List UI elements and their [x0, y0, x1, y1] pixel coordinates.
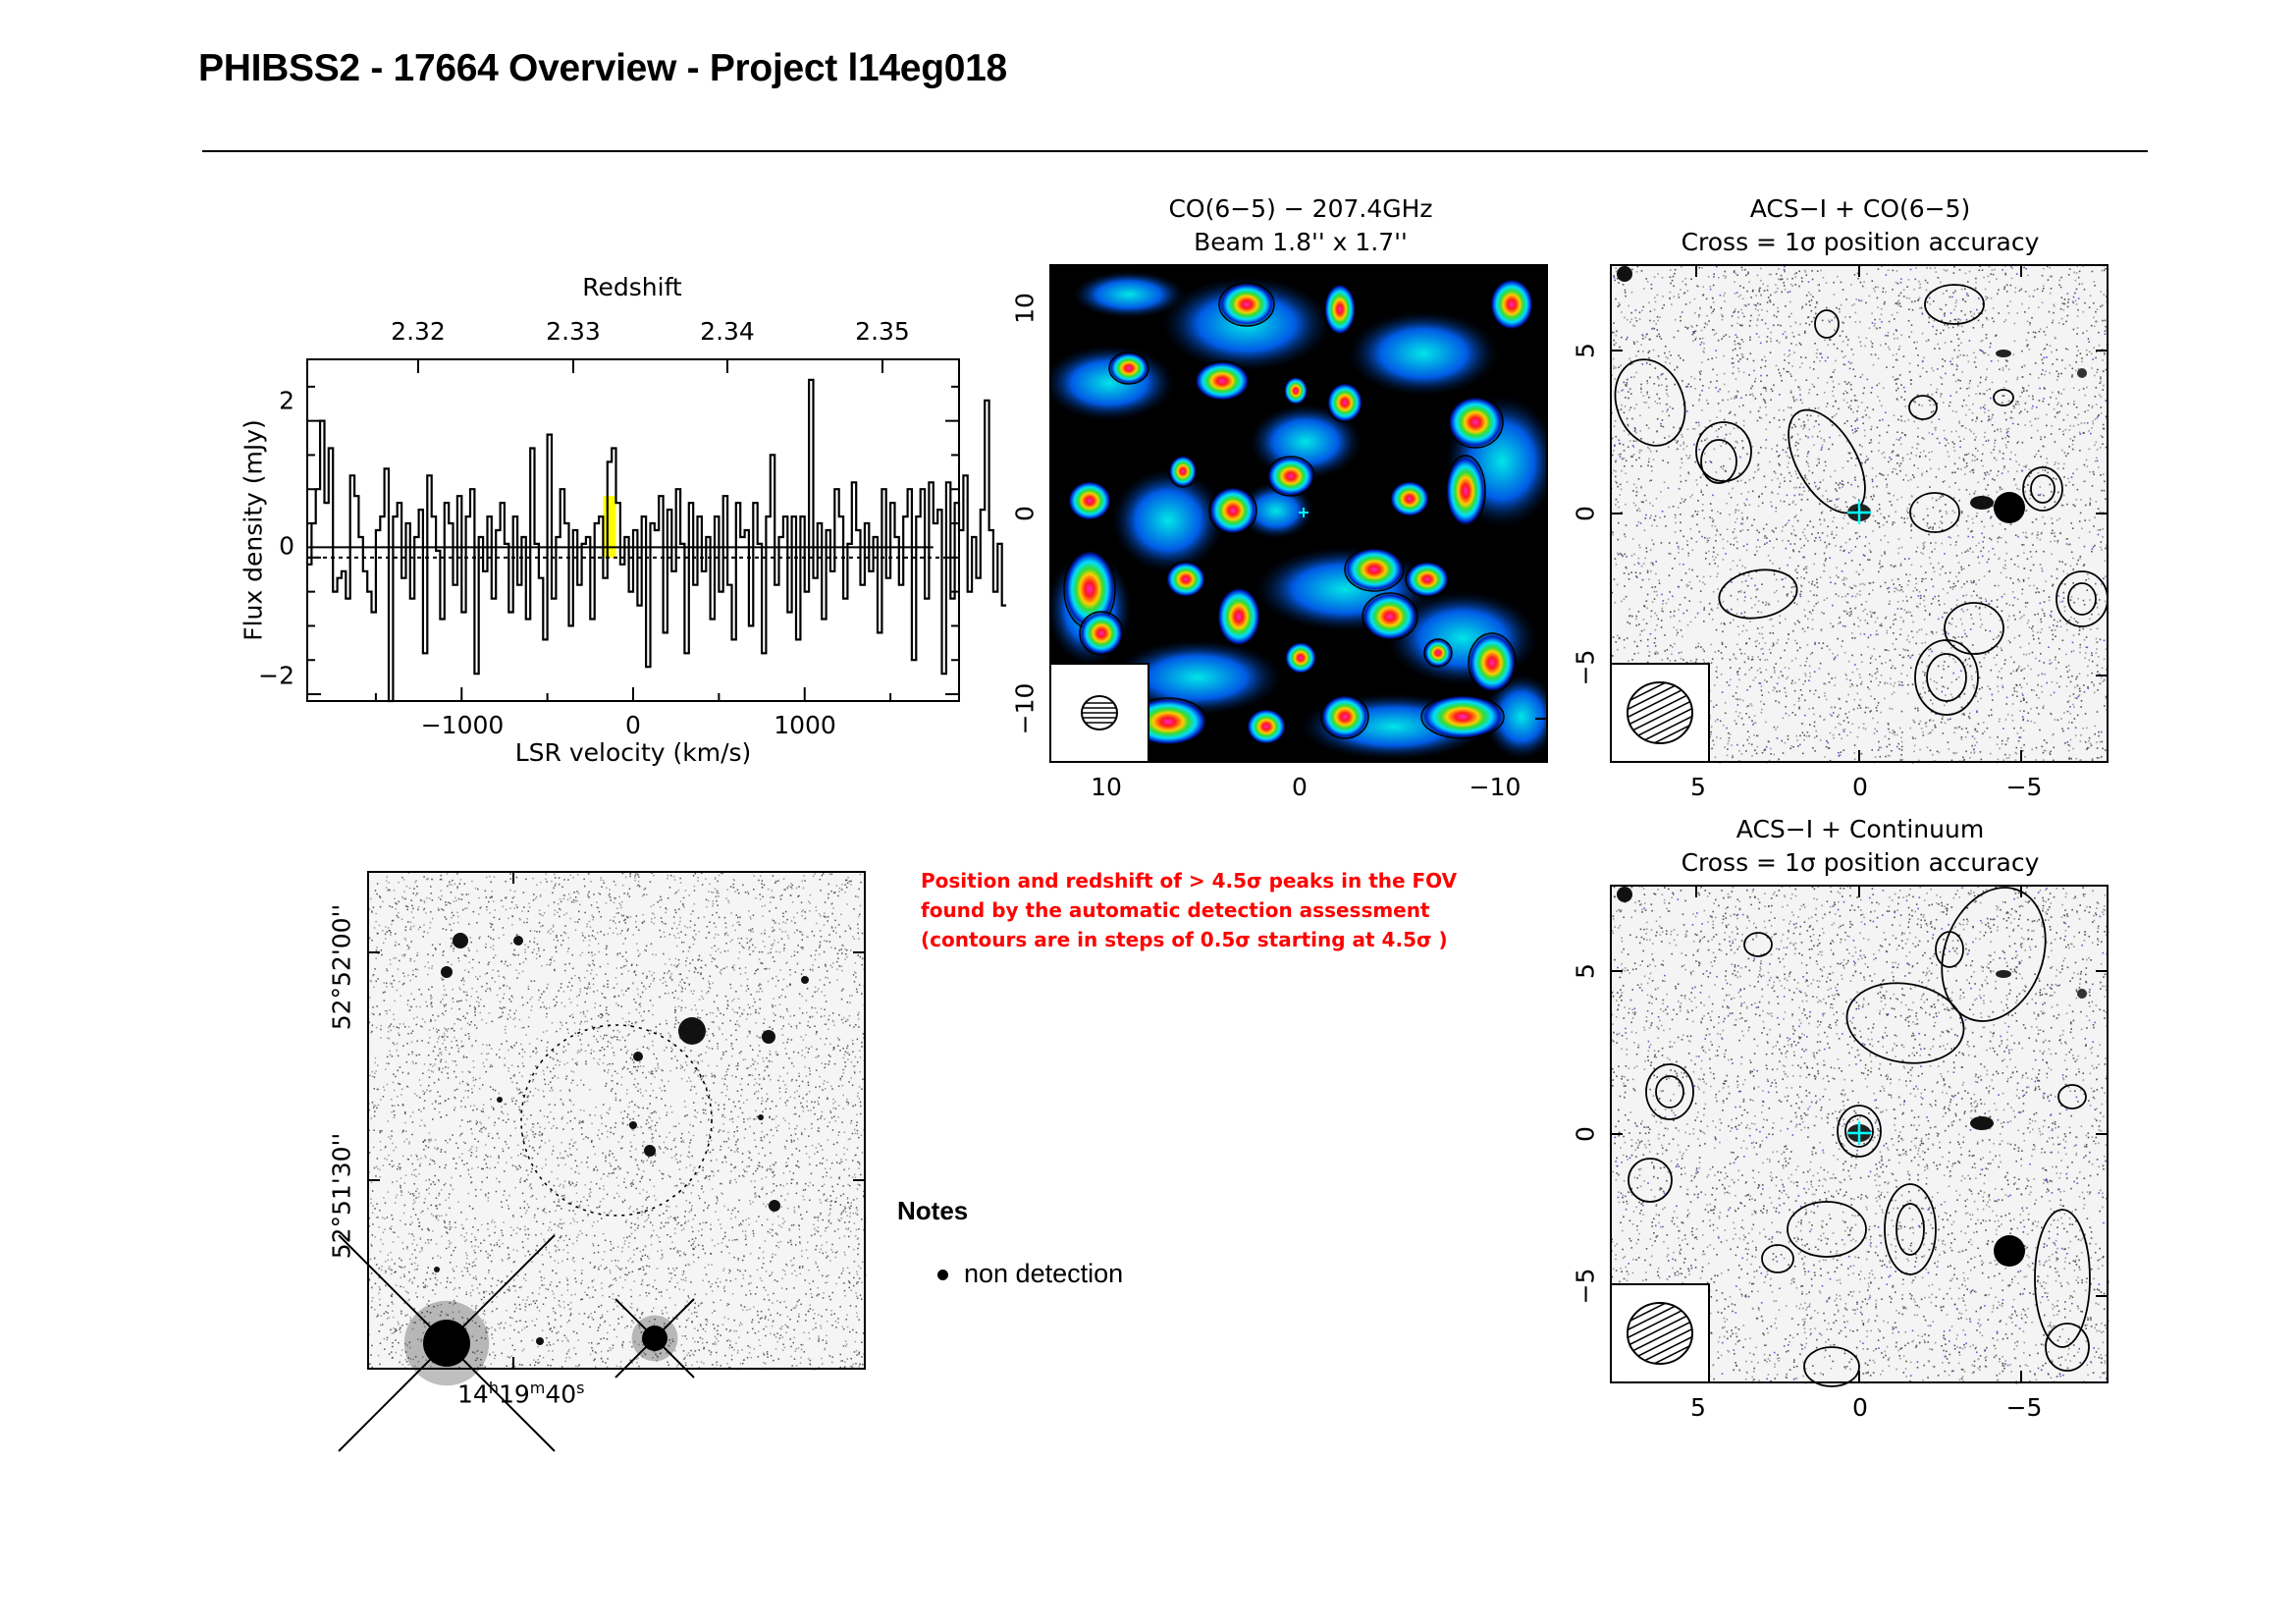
- spectrum-line: [307, 378, 1007, 703]
- acs-co-x-tick: 0: [1852, 773, 1868, 801]
- galaxies: [434, 933, 809, 1345]
- co-intensity-map: [1049, 264, 1548, 763]
- redshift-tick: 2.32: [391, 317, 446, 346]
- detection-note-line: found by the automatic detection assessm…: [921, 898, 1430, 922]
- axis-ticks: [368, 872, 865, 1369]
- co-map-title: CO(6−5) − 207.4GHz: [1168, 194, 1433, 223]
- co-y-tick: 10: [1010, 293, 1040, 324]
- notes-item-text: non detection: [964, 1259, 1124, 1288]
- galaxies: [1617, 266, 2087, 523]
- position-cross-icon: [1847, 501, 1871, 524]
- finder-chart-image: [338, 871, 867, 1452]
- flux-tick: 0: [279, 531, 294, 561]
- page-title: PHIBSS2 - 17664 Overview - Project l14eg…: [198, 47, 1007, 89]
- velocity-tick: 1000: [774, 711, 836, 739]
- co-y-tick: −10: [1010, 682, 1040, 735]
- acs-co-x-tick: −5: [2005, 773, 2043, 801]
- redshift-axis-title: Redshift: [582, 273, 682, 301]
- star-icon: [614, 1298, 695, 1379]
- co-x-tick: 0: [1292, 773, 1308, 801]
- bullet-dot-icon: [937, 1270, 948, 1281]
- co-x-tick: −10: [1468, 773, 1522, 801]
- galaxies: [1617, 887, 2087, 1267]
- ra-seconds-unit: s: [576, 1379, 585, 1397]
- velocity-tick: −1000: [420, 711, 505, 739]
- dec-tick: 52°52'00'': [327, 903, 356, 1031]
- acs-co-x-tick: 5: [1690, 773, 1706, 801]
- ra-seconds: 40: [545, 1380, 577, 1409]
- line-highlight: [603, 496, 616, 558]
- beam-icon: [1049, 663, 1149, 763]
- acs-co-overlay-image: [1610, 264, 2109, 764]
- ra-hours-unit: h: [488, 1379, 499, 1397]
- redshift-tick: 2.33: [546, 317, 601, 346]
- acs-cont-x-tick: −5: [2005, 1393, 2043, 1422]
- detection-note-line: (contours are in steps of 0.5σ starting …: [921, 928, 1448, 951]
- dec-tick: 52°51'30'': [327, 1132, 356, 1260]
- ra-minutes-unit: m: [529, 1379, 546, 1397]
- acs-co-y-tick: −5: [1571, 649, 1600, 686]
- co-cross-icon: [1299, 508, 1308, 517]
- ra-tick: 14h19m40s: [457, 1379, 585, 1408]
- acs-co-y-tick: 5: [1571, 343, 1600, 358]
- star-icon: [338, 1234, 556, 1452]
- contours: [1614, 284, 2109, 716]
- flux-axis-label: Flux density (mJy): [239, 419, 268, 641]
- acs-cont-y-tick: −5: [1571, 1268, 1600, 1305]
- detection-note-line: Position and redshift of > 4.5σ peaks in…: [921, 869, 1458, 893]
- co-x-tick: 10: [1091, 773, 1122, 801]
- ra-hours: 14: [457, 1380, 489, 1409]
- header-divider: [202, 150, 2148, 152]
- acs-co-subtitle: Cross = 1σ position accuracy: [1681, 228, 2040, 256]
- acs-cont-y-tick: 5: [1571, 963, 1600, 979]
- beam-icon: [1610, 1283, 1710, 1383]
- co-y-tick: 0: [1010, 506, 1040, 521]
- spectrum-plot: [306, 358, 1007, 703]
- acs-cont-subtitle: Cross = 1σ position accuracy: [1681, 848, 2040, 877]
- spectrum-ticks: [307, 359, 959, 701]
- spectrum-series: [307, 378, 1007, 703]
- acs-cont-y-tick: 0: [1571, 1126, 1600, 1142]
- acs-cont-title: ACS−I + Continuum: [1735, 815, 1985, 843]
- acs-co-y-tick: 0: [1571, 506, 1600, 521]
- notes-list-item: non detection: [937, 1259, 1123, 1289]
- acs-cont-x-tick: 5: [1690, 1393, 1706, 1422]
- ra-minutes: 19: [498, 1380, 530, 1409]
- beam-icon: [1610, 663, 1710, 763]
- notes-heading: Notes: [897, 1196, 969, 1225]
- flux-tick: 2: [279, 386, 294, 415]
- acs-continuum-overlay-image: [1610, 885, 2109, 1387]
- velocity-tick: 0: [625, 711, 641, 739]
- contours: [1628, 887, 2091, 1387]
- redshift-tick: 2.34: [700, 317, 755, 346]
- co-map-beam: Beam 1.8'' x 1.7'': [1194, 228, 1408, 256]
- velocity-axis-label: LSR velocity (km/s): [514, 738, 752, 767]
- acs-co-title: ACS−I + CO(6−5): [1749, 194, 1971, 223]
- position-cross-icon: [1847, 1121, 1871, 1145]
- flux-tick: −2: [258, 661, 294, 690]
- field-of-view-circle: [520, 1024, 713, 1217]
- redshift-tick: 2.35: [855, 317, 910, 346]
- acs-cont-x-tick: 0: [1852, 1393, 1868, 1422]
